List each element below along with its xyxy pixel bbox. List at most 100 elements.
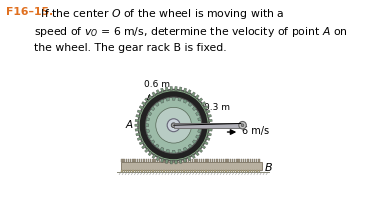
Bar	[241, 159, 242, 162]
Bar	[195, 170, 196, 172]
Bar	[254, 170, 255, 172]
Polygon shape	[178, 149, 182, 153]
Polygon shape	[148, 151, 152, 156]
Polygon shape	[178, 97, 182, 101]
Bar	[148, 170, 149, 172]
Bar	[152, 159, 154, 162]
Bar	[145, 159, 147, 162]
Polygon shape	[136, 133, 140, 136]
Polygon shape	[136, 114, 140, 118]
Polygon shape	[155, 144, 159, 148]
Bar	[243, 170, 244, 172]
Bar	[183, 170, 185, 172]
Bar	[259, 159, 260, 162]
Polygon shape	[208, 119, 212, 122]
Bar	[250, 159, 251, 162]
Bar	[148, 159, 149, 162]
Bar	[230, 170, 231, 172]
Polygon shape	[166, 149, 169, 153]
Bar	[166, 159, 167, 162]
Bar	[214, 159, 215, 162]
Circle shape	[156, 107, 192, 143]
Polygon shape	[139, 106, 144, 109]
Polygon shape	[170, 160, 173, 164]
Polygon shape	[204, 141, 208, 145]
Bar	[227, 159, 229, 162]
Bar	[168, 170, 169, 172]
Text: If the center $O$ of the wheel is moving with a
speed of $v_O$ = 6 m/s, determin: If the center $O$ of the wheel is moving…	[34, 7, 348, 53]
Bar	[192, 159, 193, 162]
Bar	[241, 170, 242, 172]
Bar	[223, 170, 224, 172]
Bar	[139, 159, 140, 162]
Polygon shape	[137, 137, 141, 141]
Bar	[210, 170, 211, 172]
Bar	[159, 159, 160, 162]
Bar	[245, 159, 246, 162]
Polygon shape	[183, 99, 187, 103]
Bar	[197, 170, 198, 172]
Polygon shape	[156, 90, 160, 94]
Polygon shape	[148, 135, 152, 139]
Bar	[121, 159, 122, 162]
Bar	[201, 170, 202, 172]
Circle shape	[241, 124, 244, 127]
Polygon shape	[152, 92, 156, 96]
Bar	[250, 170, 251, 172]
Polygon shape	[160, 99, 164, 103]
Polygon shape	[179, 159, 182, 164]
Circle shape	[239, 122, 246, 129]
Polygon shape	[145, 98, 149, 102]
Bar	[232, 159, 233, 162]
Polygon shape	[201, 145, 206, 149]
Bar	[163, 170, 165, 172]
Bar	[259, 170, 260, 172]
Circle shape	[140, 91, 208, 159]
Polygon shape	[161, 158, 164, 162]
Polygon shape	[196, 135, 200, 139]
Bar	[221, 159, 222, 162]
Bar	[141, 170, 142, 172]
Bar	[124, 170, 125, 172]
Text: 0.6 m: 0.6 m	[144, 80, 170, 90]
Polygon shape	[155, 102, 159, 107]
Bar	[252, 159, 253, 162]
Bar	[170, 170, 171, 172]
Bar	[172, 170, 173, 172]
Circle shape	[138, 90, 209, 161]
Bar	[199, 170, 200, 172]
Polygon shape	[160, 147, 164, 151]
Bar	[201, 159, 202, 162]
Polygon shape	[139, 141, 144, 145]
Bar	[166, 170, 167, 172]
Bar	[221, 170, 222, 172]
Bar	[188, 170, 189, 172]
Polygon shape	[135, 119, 139, 122]
Bar	[208, 159, 209, 162]
Bar	[159, 170, 160, 172]
Bar	[139, 170, 140, 172]
Bar	[150, 170, 151, 172]
Bar	[132, 159, 134, 162]
Bar	[243, 159, 244, 162]
Polygon shape	[195, 95, 199, 99]
Polygon shape	[198, 117, 201, 121]
Polygon shape	[198, 148, 203, 152]
Bar	[238, 159, 240, 162]
Polygon shape	[208, 128, 212, 131]
Bar	[174, 170, 176, 172]
Bar	[225, 170, 227, 172]
Bar	[217, 159, 218, 162]
Bar	[205, 170, 207, 172]
Bar	[128, 159, 129, 162]
Polygon shape	[196, 112, 200, 116]
Bar	[225, 159, 227, 162]
Bar	[135, 159, 136, 162]
Bar	[135, 170, 136, 172]
Text: $O$: $O$	[171, 130, 178, 141]
Bar	[181, 159, 182, 162]
Bar	[137, 159, 138, 162]
Polygon shape	[137, 110, 141, 113]
Bar	[247, 170, 249, 172]
Bar	[208, 170, 209, 172]
